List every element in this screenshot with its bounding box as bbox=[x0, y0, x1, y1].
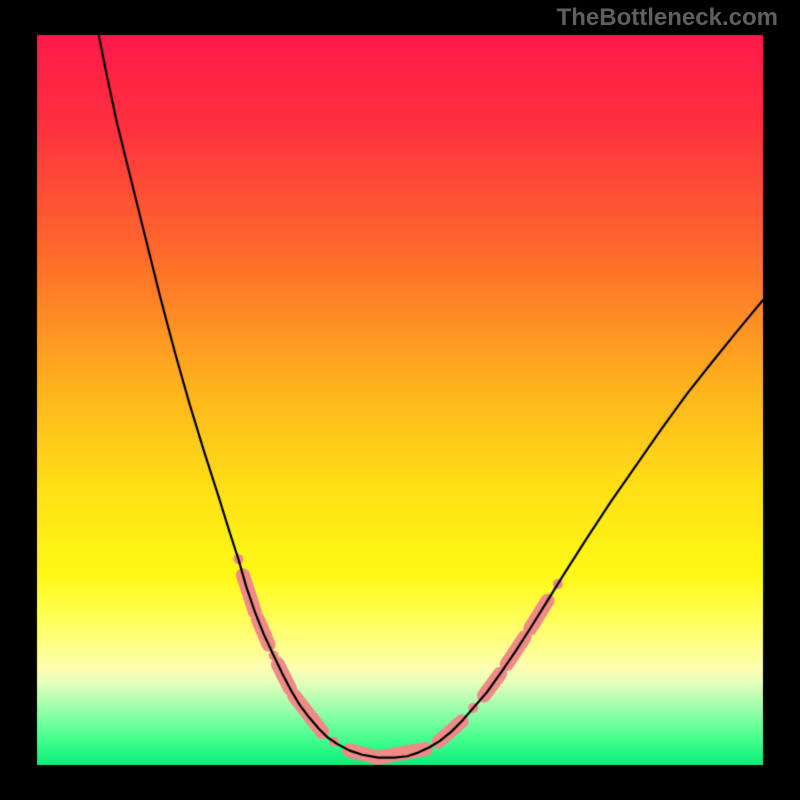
chart-container: TheBottleneck.com bbox=[0, 0, 800, 800]
watermark-text: TheBottleneck.com bbox=[557, 4, 778, 32]
bottleneck-chart-canvas bbox=[0, 0, 800, 800]
